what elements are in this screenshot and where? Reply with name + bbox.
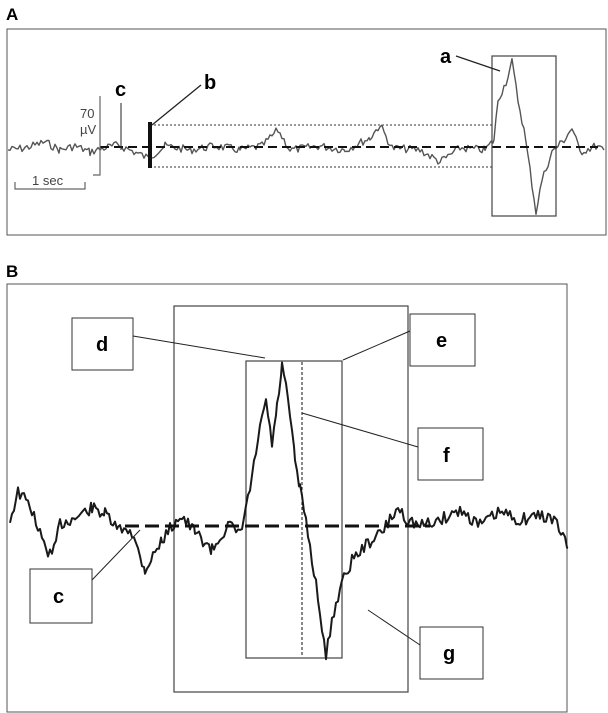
label-e-leader [342, 330, 411, 361]
amplitude-scale-bar [93, 96, 101, 176]
label-a: a [440, 46, 452, 68]
amplitude-scale-unit: µV [80, 122, 96, 137]
label-f: f [443, 445, 450, 467]
label-c-b: c [53, 586, 64, 608]
label-g-leader [367, 609, 421, 646]
callout-box-c [29, 568, 93, 624]
inner-spike-window [245, 360, 343, 659]
time-scale-label: 1 sec [32, 173, 64, 188]
panel-a-frame [6, 28, 607, 236]
time-scale-bar [14, 182, 86, 190]
panel-a-title: A [6, 5, 18, 24]
amplitude-scale-value: 70 [80, 106, 94, 121]
label-b-leader [151, 84, 202, 126]
panel-b-title: B [6, 262, 18, 281]
label-a-leader [455, 55, 501, 72]
panel-b-frame [6, 283, 568, 713]
label-d: d [96, 334, 108, 356]
label-c-a: c [115, 79, 126, 101]
callout-box-g [419, 626, 484, 680]
panel-b-eeg-trace [9, 361, 569, 661]
callout-box-d [71, 317, 134, 371]
callout-box-f [417, 427, 484, 481]
label-c-leader [91, 529, 141, 581]
outer-analysis-window [173, 305, 409, 693]
callout-box-e [409, 313, 476, 367]
label-f-leader [301, 412, 419, 448]
label-b: b [204, 72, 216, 94]
label-g: g [443, 643, 455, 665]
label-e: e [436, 330, 447, 352]
marker-b-bar [148, 122, 152, 168]
spike-window-a [491, 55, 557, 217]
panel-a-eeg-trace [7, 58, 605, 216]
label-d-leader [132, 335, 266, 359]
